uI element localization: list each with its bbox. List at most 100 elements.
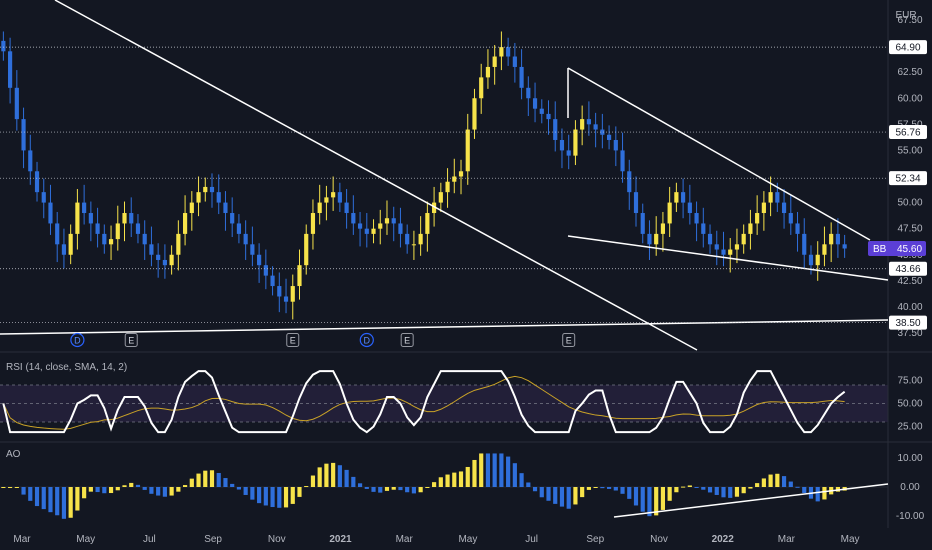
ao-bar [781, 476, 787, 487]
candle [277, 286, 282, 297]
time-axis-label: Mar [396, 534, 414, 545]
rsi-signal-line [2, 375, 845, 430]
ao-bar [795, 486, 800, 488]
price-tick-label: 40.00 [897, 302, 922, 313]
ao-tick-label: 0.00 [900, 482, 920, 493]
ao-title: AO [6, 449, 21, 460]
ao-bar [169, 487, 174, 496]
ao-bar [324, 463, 329, 487]
trendline[interactable] [567, 67, 871, 241]
ao-bar [418, 487, 423, 493]
earnings-marker-label: E [128, 336, 134, 346]
candle [8, 51, 13, 88]
candle [506, 47, 511, 57]
candle [61, 244, 67, 255]
candle [492, 56, 497, 67]
candle [593, 124, 598, 130]
candle [176, 233, 181, 255]
ao-bar [75, 487, 80, 511]
ao-bar [580, 487, 585, 498]
candle [701, 223, 706, 234]
candle [371, 228, 376, 234]
time-axis-label: Mar [13, 534, 31, 545]
earnings-marker [562, 333, 576, 347]
ao-bar [8, 487, 13, 488]
candle [627, 171, 632, 193]
ao-bar [14, 487, 19, 488]
trendline[interactable] [567, 235, 889, 281]
ao-bar [61, 487, 67, 519]
ao-bar [129, 482, 134, 487]
ao-pane[interactable]: 10.00 0.00 -10.00 [0, 453, 925, 522]
candle [512, 56, 517, 67]
price-tick-label: 37.50 [897, 328, 922, 339]
rsi-pane[interactable]: 75.00 50.00 25.00 [0, 370, 923, 434]
candle [472, 98, 477, 130]
earnings-marker-label: E [290, 336, 296, 346]
ao-bar [68, 487, 73, 518]
candle [425, 213, 430, 234]
candle [88, 213, 93, 224]
ao-bar [822, 487, 827, 500]
time-axis-label: Sep [204, 534, 222, 545]
candle [559, 139, 565, 151]
ao-bar [815, 487, 820, 502]
time-axis-label: May [76, 534, 95, 545]
ao-bar [438, 477, 443, 487]
candle [344, 202, 349, 214]
ao-bar [351, 476, 356, 487]
trendline-drawings[interactable] [0, 0, 889, 518]
candle [317, 202, 322, 214]
candle [822, 244, 827, 255]
candle [728, 249, 733, 255]
last-price-tag-bg [868, 241, 926, 256]
ao-bar [593, 487, 598, 488]
earnings-marker [124, 333, 138, 347]
ao-bar [748, 487, 753, 489]
ao-bar [432, 482, 437, 487]
ao-bar [425, 487, 430, 488]
trendline[interactable] [613, 483, 889, 518]
candle [741, 233, 746, 245]
candle [452, 176, 457, 182]
ao-bar [277, 487, 282, 508]
candle [802, 233, 807, 255]
ao-bar [108, 487, 114, 494]
trendline[interactable] [0, 319, 889, 335]
ao-bar [142, 487, 147, 490]
candle [337, 192, 342, 203]
ao-bar [135, 484, 141, 487]
candle [418, 233, 423, 245]
ao-bar [236, 487, 242, 490]
ao-bar [209, 470, 215, 487]
ao-bar [586, 487, 591, 490]
candle [384, 218, 390, 224]
candle [485, 66, 491, 78]
price-levels[interactable]: 64.90 56.76 52.34 43.66 38.50 [0, 40, 927, 330]
candle [546, 113, 551, 120]
candle [566, 150, 571, 156]
last-price-tag: BB 45.60 [868, 241, 926, 256]
price-pane[interactable] [1, 31, 847, 320]
candle [223, 202, 228, 214]
ao-bar [640, 487, 645, 512]
price-level-tag [889, 171, 927, 186]
ao-bar [546, 487, 551, 501]
candle [122, 213, 127, 224]
time-axis[interactable]: Mar May Jul Sep Nov 2021 Mar May Jul Sep Nov 2022 Ma… [13, 534, 859, 545]
candle [479, 77, 484, 99]
candle [102, 233, 107, 245]
candle [640, 213, 645, 234]
candle [842, 244, 847, 249]
ao-bar [405, 487, 410, 493]
price-level-label: 52.34 [895, 174, 920, 185]
candle [257, 254, 262, 266]
ao-bar [34, 487, 40, 507]
candle [243, 233, 248, 245]
candle [781, 202, 787, 214]
trendline[interactable] [54, 0, 698, 351]
candle [216, 192, 221, 203]
ao-bar [539, 487, 544, 498]
